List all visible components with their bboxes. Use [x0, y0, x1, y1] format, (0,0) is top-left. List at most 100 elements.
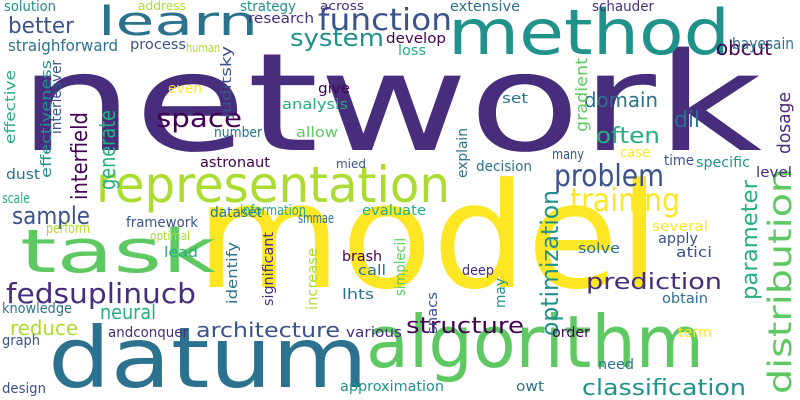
word-level: level [756, 165, 793, 181]
word-address: address [138, 0, 187, 13]
word-network: network [18, 25, 763, 183]
word-allow: allow [296, 125, 338, 141]
word-apply: apply [658, 231, 698, 247]
word-solve: solve [578, 241, 621, 257]
word-generate: generate [96, 110, 121, 190]
word-identify: identify [225, 241, 241, 304]
word-smmae: smmae [298, 211, 334, 227]
word-perform: perform [46, 221, 90, 237]
word-dil: dil [674, 108, 700, 133]
word-function: function [318, 3, 452, 38]
word-increase: increase [305, 247, 321, 310]
word-lead: lead [164, 245, 198, 261]
word-learn: learn [98, 0, 258, 45]
word-method: method [448, 0, 731, 69]
word-distribution: distribution [761, 168, 799, 394]
word-deep: deep [462, 263, 495, 279]
word-term: term [678, 325, 713, 341]
word-space: space [156, 104, 242, 134]
word-may: may [493, 278, 509, 308]
word-interfield: interfield [68, 111, 93, 200]
word-effectiveness: effectiveness [39, 59, 55, 178]
word-atici: atici [676, 245, 712, 261]
word-graph: graph [2, 333, 41, 349]
word-juditsky: juditsky [219, 45, 235, 119]
word-approximation: approximation [340, 379, 444, 395]
word-need: need [598, 357, 635, 373]
word-call: call [358, 263, 386, 279]
word-dataset: dataset [210, 205, 263, 221]
word-significant: significant [261, 231, 277, 306]
word-set: set [502, 91, 528, 107]
word-training: training [570, 181, 680, 219]
word-classification: classification [582, 376, 747, 400]
word-problem: problem [554, 159, 665, 194]
word-parameter: parameter [738, 179, 763, 300]
word-give: give [318, 81, 351, 97]
word-fedsuplinucb: fedsuplinucb [6, 277, 196, 310]
word-number: number [214, 125, 263, 141]
word-snacs: snacs [425, 292, 441, 334]
word-bayesain: bayesain [732, 34, 794, 53]
word-framework: framework [126, 215, 198, 231]
word-obtain: obtain [662, 291, 708, 307]
word-structure: structure [406, 314, 524, 339]
word-domain: domain [584, 88, 658, 112]
word-andconquer: andconquer [108, 325, 188, 341]
word-effective: effective [3, 70, 19, 144]
word-sample: sample [12, 202, 90, 230]
word-often: often [596, 124, 660, 149]
word-research: research [248, 11, 314, 27]
word-gradient: gradient [572, 58, 591, 132]
word-prediction: prediction [586, 270, 723, 295]
word-dosage: dosage [774, 92, 795, 154]
word-optimization: optimization [536, 190, 564, 336]
word-datum: datum [48, 309, 368, 400]
word-solution: solution [4, 0, 56, 15]
word-decision: decision [476, 159, 532, 175]
word-information: information [240, 203, 306, 219]
word-model: model [196, 152, 660, 322]
word-astronaut: astronaut [200, 155, 270, 171]
word-mied: mied [336, 157, 367, 171]
word-process: process [130, 37, 187, 53]
word-brash: brash [342, 249, 383, 265]
word-scale: scale [2, 191, 31, 207]
word-evaluate: evaluate [362, 203, 426, 219]
word-time: time [664, 153, 694, 169]
word-owt: owt [516, 379, 545, 395]
word-reduce: reduce [10, 316, 79, 340]
word-better: better [8, 14, 74, 39]
word-human: human [186, 41, 220, 55]
word-lhts: lhts [342, 287, 374, 303]
word-design: design [2, 381, 47, 397]
word-specific: specific [696, 155, 751, 171]
word-loss: loss [398, 43, 426, 59]
word-system: system [290, 24, 385, 52]
word-even: even [168, 81, 202, 97]
word-develop: develop [386, 31, 446, 47]
word-straighforward: straighforward [8, 36, 118, 55]
word-representation: representation [96, 156, 451, 214]
word-dust: dust [6, 167, 40, 183]
word-algorithm: algorithm [366, 300, 704, 384]
word-optimal: optimal [150, 229, 190, 243]
word-analysis: analysis [282, 97, 349, 113]
word-various: various [346, 325, 403, 341]
word-across: across [320, 0, 365, 13]
word-explain: explain [455, 128, 471, 178]
word-architecture: architecture [196, 318, 340, 342]
word-case: case [620, 145, 650, 161]
word-simplecil: simplecil [393, 238, 409, 296]
word-task: task [20, 217, 216, 287]
word-knowledge: knowledge [2, 301, 73, 317]
word-neural: neural [100, 300, 157, 324]
word-obcut: obcut [716, 36, 773, 60]
word-extensive: extensive [450, 0, 521, 15]
word-several: several [652, 219, 709, 235]
word-strategy: strategy [240, 0, 296, 15]
word-many: many [552, 147, 585, 163]
word-order: order [552, 325, 591, 341]
word-schauder: schauder [592, 0, 655, 15]
